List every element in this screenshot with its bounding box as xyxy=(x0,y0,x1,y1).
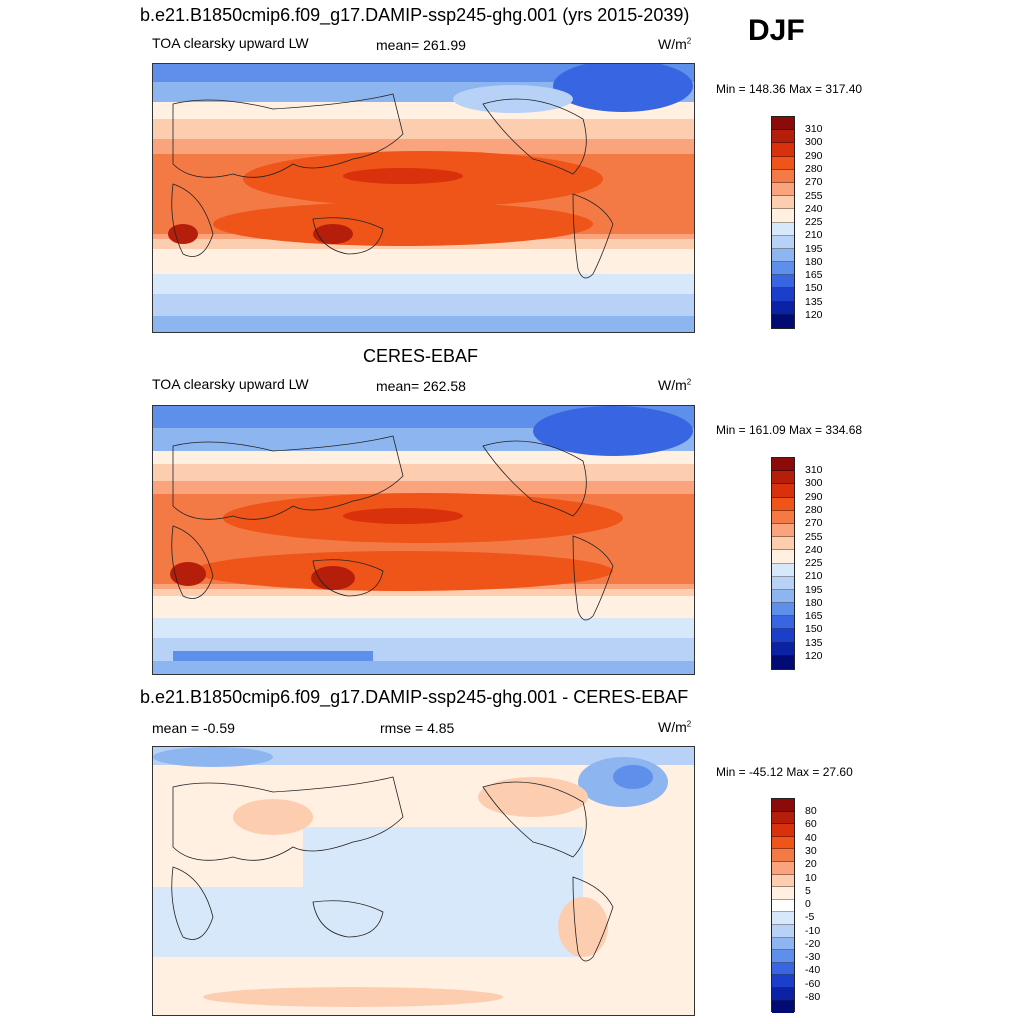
panel-2-map xyxy=(152,405,695,675)
panel-2-tick: 280 xyxy=(805,504,823,516)
panel-1-units: W/m2 xyxy=(658,36,692,52)
panel-2-variable-label: TOA clearsky upward LW xyxy=(152,376,309,392)
panel-1-tick: 225 xyxy=(805,216,823,228)
panel-3-map xyxy=(152,746,695,1016)
panel-1-tick: 120 xyxy=(805,309,823,321)
panel-2-tick: 135 xyxy=(805,637,823,649)
panel-3-tick: -10 xyxy=(805,925,821,937)
panel-1-mean-label: mean= 261.99 xyxy=(376,37,466,53)
panel-1-tick: 165 xyxy=(805,269,823,281)
panel-2-units: W/m2 xyxy=(658,377,692,393)
panel-3-tick: 0 xyxy=(805,898,811,910)
panel-2-tick: 240 xyxy=(805,544,823,556)
panel-3-tick: 10 xyxy=(805,872,817,884)
panel-3-tick: 30 xyxy=(805,845,817,857)
panel-2-title: CERES-EBAF xyxy=(363,346,479,366)
panel-3-tick: 80 xyxy=(805,805,817,817)
panel-2-tick: 165 xyxy=(805,610,823,622)
panel-3-tick: -20 xyxy=(805,938,821,950)
panel-3-tick: 20 xyxy=(805,858,817,870)
panel-3-tick: 5 xyxy=(805,885,811,897)
panel-3-tick: -5 xyxy=(805,911,815,923)
panel-1-tick: 210 xyxy=(805,229,823,241)
panel-1-tick: 290 xyxy=(805,150,823,162)
panel-1-tick: 150 xyxy=(805,282,823,294)
panel-3-rmse-label: rmse = 4.85 xyxy=(380,720,455,736)
panel-2-tick: 300 xyxy=(805,477,823,489)
panel-3-minmax: Min = -45.12 Max = 27.60 xyxy=(716,765,853,779)
panel-1-tick: 180 xyxy=(805,256,823,268)
panel-3-tick: -30 xyxy=(805,951,821,963)
panel-1-tick: 270 xyxy=(805,176,823,188)
panel-1-title: b.e21.B1850cmip6.f09_g17.DAMIP-ssp245-gh… xyxy=(140,5,690,25)
season-label: DJF xyxy=(748,14,805,47)
panel-2-tick: 225 xyxy=(805,557,823,569)
panel-3-mean-label: mean = -0.59 xyxy=(152,720,235,736)
panel-3-tick: -40 xyxy=(805,964,821,976)
panel-2-mean-label: mean= 262.58 xyxy=(376,378,466,394)
panel-2-tick: 180 xyxy=(805,597,823,609)
panel-2-tick: 150 xyxy=(805,623,823,635)
panel-3-tick: -80 xyxy=(805,991,821,1003)
panel-2-tick: 310 xyxy=(805,464,823,476)
panel-3-colorbar xyxy=(771,798,795,1014)
panel-3-tick: 60 xyxy=(805,818,817,830)
panel-1-tick: 195 xyxy=(805,243,823,255)
panel-2-tick: 270 xyxy=(805,517,823,529)
panel-3-tick: 40 xyxy=(805,832,817,844)
panel-1-tick: 310 xyxy=(805,123,823,135)
panel-1-tick: 240 xyxy=(805,203,823,215)
panel-1-tick: 135 xyxy=(805,296,823,308)
panel-2-tick: 255 xyxy=(805,531,823,543)
panel-3-units: W/m2 xyxy=(658,719,692,735)
panel-2-colorbar xyxy=(771,457,795,670)
panel-1-tick: 300 xyxy=(805,136,823,148)
panel-1-minmax: Min = 148.36 Max = 317.40 xyxy=(716,82,863,96)
panel-3-tick: -60 xyxy=(805,978,821,990)
panel-2-tick: 195 xyxy=(805,584,823,596)
panel-1-colorbar xyxy=(771,116,795,329)
panel-1-variable-label: TOA clearsky upward LW xyxy=(152,35,309,51)
panel-2-minmax: Min = 161.09 Max = 334.68 xyxy=(716,423,863,437)
panel-2-tick: 210 xyxy=(805,570,823,582)
panel-1-tick: 280 xyxy=(805,163,823,175)
panel-3-title: b.e21.B1850cmip6.f09_g17.DAMIP-ssp245-gh… xyxy=(140,687,689,707)
panel-1-tick: 255 xyxy=(805,190,823,202)
panel-2-tick: 290 xyxy=(805,491,823,503)
panel-2-tick: 120 xyxy=(805,650,823,662)
panel-1-map xyxy=(152,63,695,333)
